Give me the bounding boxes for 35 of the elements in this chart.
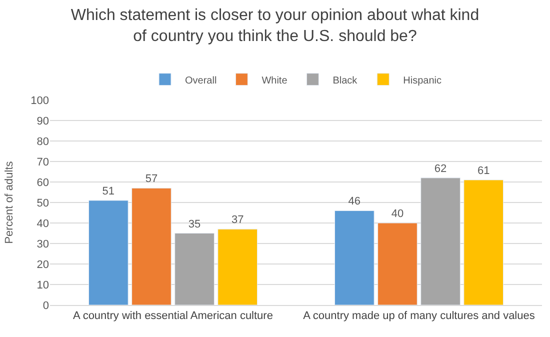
bar bbox=[174, 233, 214, 305]
y-tick-label: 80 bbox=[36, 136, 49, 148]
bar bbox=[88, 200, 128, 305]
data-label: 62 bbox=[434, 162, 447, 175]
bar bbox=[132, 188, 172, 305]
bar bbox=[378, 222, 418, 305]
legend-label: Black bbox=[332, 75, 358, 86]
data-label: 35 bbox=[188, 218, 201, 230]
y-tick-label: 20 bbox=[36, 258, 49, 271]
data-label: 51 bbox=[102, 185, 115, 198]
data-label: 40 bbox=[391, 208, 404, 220]
y-tick-label: 100 bbox=[30, 94, 49, 107]
data-label: 37 bbox=[231, 214, 244, 226]
x-tick-label: A country with essential American culture bbox=[73, 310, 273, 322]
y-tick-label: 90 bbox=[36, 115, 49, 128]
chart-title: Which statement is closer to your opinion about what kind of country you think the U.S. should be? bbox=[70, 7, 480, 46]
data-label: 46 bbox=[348, 196, 361, 208]
data-label: 57 bbox=[145, 173, 158, 186]
y-tick-label: 40 bbox=[36, 218, 49, 230]
bar bbox=[334, 210, 374, 305]
bar bbox=[464, 180, 504, 305]
legend-label: Overall bbox=[185, 75, 217, 86]
y-tick-label: 60 bbox=[36, 176, 49, 189]
y-tick-label: 30 bbox=[36, 238, 49, 250]
data-label: 61 bbox=[477, 164, 490, 177]
y-tick-label: 0 bbox=[42, 300, 49, 312]
y-tick-label: 70 bbox=[36, 156, 49, 168]
bar bbox=[218, 228, 258, 305]
y-tick-label: 50 bbox=[36, 197, 49, 210]
legend-label: Hispanic bbox=[403, 75, 442, 86]
bar bbox=[420, 178, 460, 305]
y-tick-label: 10 bbox=[36, 279, 49, 292]
y-axis-title: Percent of adults bbox=[3, 160, 16, 244]
x-tick-label: A country made up of many cultures and values bbox=[303, 310, 536, 322]
legend-label: White bbox=[262, 75, 288, 86]
